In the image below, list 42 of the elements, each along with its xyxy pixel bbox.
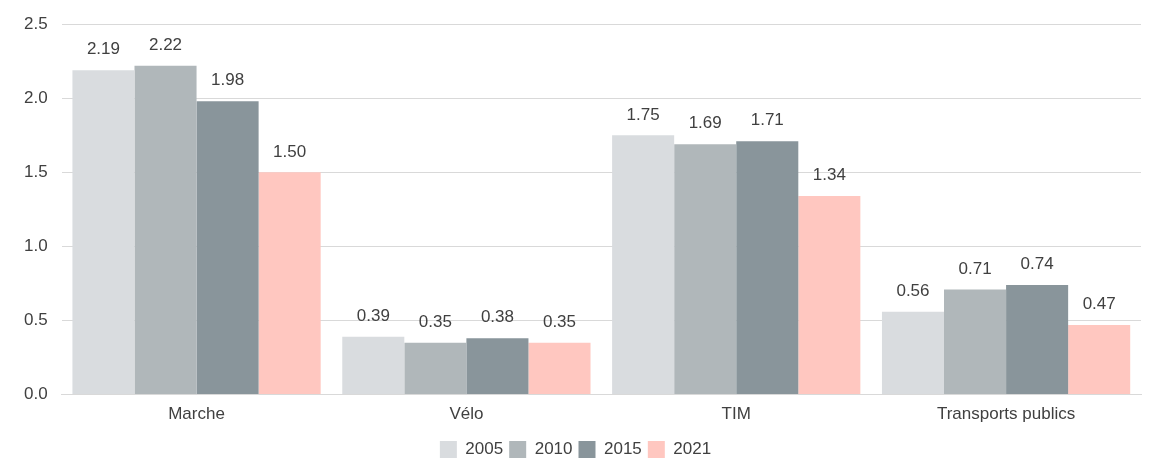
data-label: 0.35 (418, 311, 452, 331)
data-label: 1.50 (273, 141, 307, 161)
data-label: 1.34 (812, 165, 846, 185)
data-label: 2.19 (86, 39, 120, 59)
bar (258, 172, 321, 395)
bar (1006, 284, 1069, 395)
x-tick-label: Vélo (449, 404, 484, 424)
y-tick-label: 2.5 (23, 13, 48, 33)
bar (674, 144, 737, 395)
x-tick-label: Transports publics (936, 404, 1076, 424)
legend-label: 2015 (604, 439, 642, 459)
data-label: 0.74 (1020, 254, 1054, 274)
data-label: 1.69 (688, 113, 722, 133)
y-tick-label: 1.5 (23, 162, 48, 182)
bar (944, 289, 1007, 395)
bar (134, 65, 197, 395)
data-label: 0.47 (1082, 294, 1116, 314)
y-tick-label: 1.0 (23, 236, 48, 256)
y-tick-label: 2.0 (23, 87, 48, 107)
y-tick-label: 0.0 (23, 384, 48, 404)
data-label: 2.22 (148, 34, 183, 54)
y-tick-label: 0.5 (23, 310, 48, 330)
data-label: 0.39 (356, 306, 390, 326)
data-label: 1.75 (626, 104, 660, 124)
bar (466, 338, 529, 395)
x-tick-label: Marche (168, 404, 225, 424)
bar (1068, 324, 1131, 395)
data-label: 0.71 (958, 258, 992, 278)
legend-label: 2005 (465, 439, 504, 459)
data-label: 1.71 (750, 110, 784, 130)
bar (528, 342, 591, 395)
data-label: 1.98 (211, 70, 245, 90)
bar (196, 101, 259, 395)
bar (404, 342, 467, 395)
data-label: 0.38 (480, 307, 514, 327)
data-label: 0.56 (896, 280, 930, 300)
x-tick-label: TIM (721, 404, 751, 424)
legend-label: 2021 (673, 439, 712, 459)
bar (798, 196, 861, 395)
data-label: 0.35 (542, 311, 577, 331)
legend-label: 2010 (534, 439, 573, 459)
bar (736, 141, 799, 395)
